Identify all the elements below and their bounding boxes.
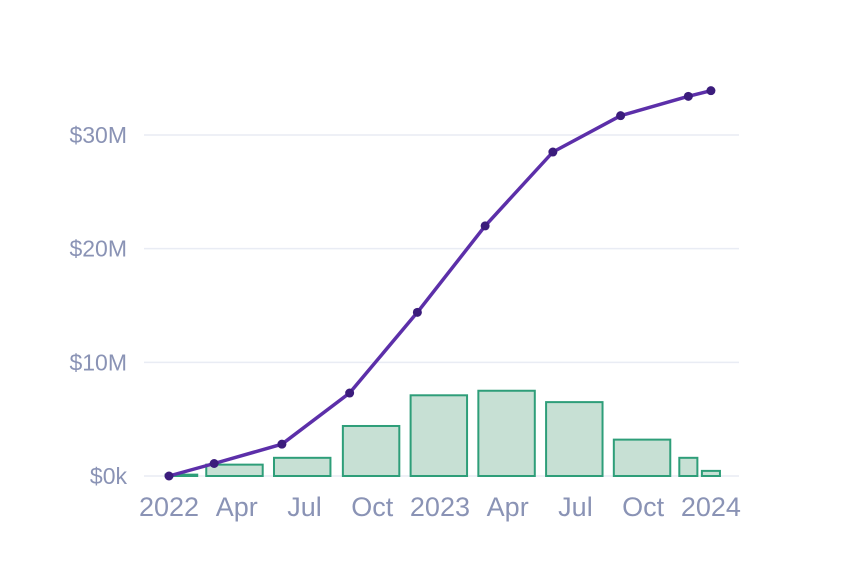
x-axis-tick-label: Oct <box>622 492 665 522</box>
x-axis-tick-label: 2024 <box>681 492 741 522</box>
x-axis-tick-label: Jul <box>287 492 322 522</box>
x-axis-tick-label: Jul <box>558 492 593 522</box>
periodic-bar[interactable] <box>409 394 469 478</box>
y-axis-tick-label: $0k <box>90 463 128 489</box>
y-axis-tick-label: $30M <box>69 122 127 148</box>
line-point-dot[interactable] <box>345 388 355 398</box>
x-axis-tick-label: Apr <box>487 492 529 522</box>
x-axis-tick-label: 2022 <box>139 492 199 522</box>
x-axis-tick-label: 2023 <box>410 492 470 522</box>
periodic-bar[interactable] <box>477 389 536 477</box>
x-axis-tick-label: Oct <box>351 492 394 522</box>
periodic-bar[interactable] <box>612 438 672 478</box>
periodic-bar[interactable] <box>545 401 604 477</box>
line-point-dot[interactable] <box>412 307 422 317</box>
line-point-dot[interactable] <box>209 458 219 468</box>
line-point-dot[interactable] <box>277 439 287 449</box>
line-point-dot[interactable] <box>616 111 626 121</box>
line-point-dot[interactable] <box>548 147 558 157</box>
y-axis-tick-label: $20M <box>69 236 127 262</box>
line-point-dot[interactable] <box>164 471 174 481</box>
line-point-dot[interactable] <box>480 221 490 231</box>
periodic-bar[interactable] <box>205 463 264 477</box>
cumulative-line <box>167 88 713 478</box>
y-axis-tick-label: $10M <box>69 349 127 375</box>
line-point-dot[interactable] <box>706 86 716 96</box>
line-point-dot[interactable] <box>683 91 693 101</box>
periodic-bar[interactable] <box>678 456 699 478</box>
x-axis-tick-label: Apr <box>216 492 258 522</box>
periodic-bar[interactable] <box>341 424 401 477</box>
periodic-bar[interactable] <box>272 456 332 478</box>
periodic-bar[interactable] <box>700 469 721 478</box>
